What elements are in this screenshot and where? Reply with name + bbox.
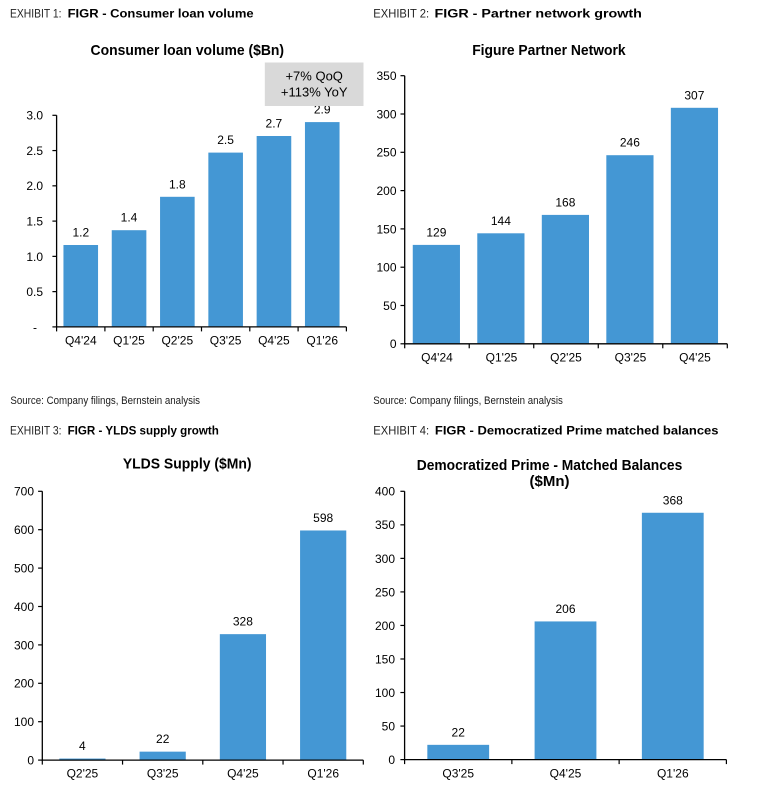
svg-text:350: 350 [375, 518, 395, 532]
svg-text:144: 144 [491, 214, 511, 228]
svg-text:+7% QoQ: +7% QoQ [285, 69, 342, 84]
svg-text:FIGR - Democratized Prime matc: FIGR - Democratized Prime matched balanc… [435, 424, 719, 438]
svg-text:1.4: 1.4 [121, 211, 138, 225]
svg-text:0: 0 [388, 753, 395, 767]
svg-text:300: 300 [376, 107, 396, 121]
svg-text:FIGR - Consumer loan volume: FIGR - Consumer loan volume [68, 6, 254, 20]
svg-text:300: 300 [375, 552, 395, 566]
svg-text:1.8: 1.8 [169, 177, 186, 191]
svg-text:200: 200 [375, 619, 395, 633]
svg-text:350: 350 [376, 69, 396, 83]
svg-text:2.5: 2.5 [26, 144, 43, 158]
svg-text:2.0: 2.0 [26, 179, 43, 193]
svg-text:Q3'25: Q3'25 [147, 767, 179, 781]
svg-text:Q1'25: Q1'25 [486, 350, 518, 364]
svg-text:200: 200 [14, 677, 34, 691]
svg-text:22: 22 [156, 732, 170, 746]
svg-text:Q4'24: Q4'24 [421, 350, 453, 364]
svg-text:300: 300 [14, 638, 34, 652]
svg-text:+113% YoY: +113% YoY [281, 85, 348, 100]
svg-text:EXHIBIT 2:: EXHIBIT 2: [373, 6, 429, 20]
svg-text:Democratized Prime - Matched B: Democratized Prime - Matched Balances [417, 457, 683, 474]
svg-text:1.5: 1.5 [26, 215, 43, 229]
svg-text:Q1'26: Q1'26 [306, 333, 338, 347]
svg-text:Q2'25: Q2'25 [550, 350, 582, 364]
svg-text:($Mn): ($Mn) [530, 473, 570, 490]
svg-text:250: 250 [376, 146, 396, 160]
svg-text:100: 100 [375, 686, 395, 700]
svg-text:2.9: 2.9 [314, 103, 331, 117]
svg-text:Q1'26: Q1'26 [307, 767, 339, 781]
svg-text:50: 50 [383, 299, 397, 313]
svg-text:Q1'25: Q1'25 [113, 333, 145, 347]
svg-text:100: 100 [376, 261, 396, 275]
svg-text:168: 168 [555, 195, 575, 209]
svg-text:50: 50 [382, 720, 396, 734]
svg-text:100: 100 [14, 715, 34, 729]
svg-text:2.7: 2.7 [266, 117, 283, 131]
svg-text:EXHIBIT 3:: EXHIBIT 3: [10, 424, 62, 438]
svg-text:Q1'26: Q1'26 [657, 767, 689, 781]
svg-text:400: 400 [375, 485, 395, 499]
svg-text:700: 700 [14, 485, 34, 499]
svg-text:YLDS Supply ($Mn): YLDS Supply ($Mn) [123, 456, 252, 473]
svg-text:Consumer loan volume ($Bn): Consumer loan volume ($Bn) [91, 42, 285, 59]
svg-text:Figure Partner Network: Figure Partner Network [472, 42, 626, 59]
svg-text:22: 22 [452, 725, 466, 739]
svg-text:600: 600 [14, 523, 34, 537]
svg-text:328: 328 [233, 615, 253, 629]
svg-text:Q2'25: Q2'25 [67, 767, 99, 781]
svg-text:598: 598 [313, 511, 333, 525]
svg-text:Q4'24: Q4'24 [65, 333, 97, 347]
svg-text:368: 368 [663, 493, 683, 507]
svg-text:Q2'25: Q2'25 [161, 333, 193, 347]
svg-text:1.2: 1.2 [72, 226, 89, 240]
svg-text:FIGR - Partner network growth: FIGR - Partner network growth [435, 6, 642, 20]
svg-text:-: - [33, 320, 37, 334]
svg-text:0: 0 [27, 754, 34, 768]
svg-text:4: 4 [79, 739, 86, 753]
svg-text:0.5: 0.5 [26, 285, 43, 299]
svg-text:2.5: 2.5 [217, 133, 234, 147]
svg-text:500: 500 [14, 562, 34, 576]
svg-text:Source: Company filings, Berns: Source: Company filings, Bernstein analy… [10, 395, 200, 407]
svg-text:Q4'25: Q4'25 [679, 350, 711, 364]
svg-text:246: 246 [620, 136, 640, 150]
svg-text:3.0: 3.0 [26, 109, 43, 123]
svg-text:0: 0 [390, 337, 397, 351]
svg-text:Q3'25: Q3'25 [210, 333, 242, 347]
svg-text:250: 250 [375, 585, 395, 599]
svg-text:150: 150 [376, 222, 396, 236]
svg-text:150: 150 [375, 652, 395, 666]
svg-text:Q4'25: Q4'25 [550, 767, 582, 781]
svg-text:Q3'25: Q3'25 [615, 350, 647, 364]
svg-text:Q4'25: Q4'25 [227, 767, 259, 781]
svg-text:Q4'25: Q4'25 [258, 333, 290, 347]
svg-text:1.0: 1.0 [26, 250, 43, 264]
svg-text:Q3'25: Q3'25 [442, 767, 474, 781]
svg-text:400: 400 [14, 600, 34, 614]
svg-text:FIGR - YLDS supply growth: FIGR - YLDS supply growth [68, 424, 219, 438]
svg-text:200: 200 [376, 184, 396, 198]
svg-text:307: 307 [684, 88, 704, 102]
svg-text:206: 206 [555, 602, 575, 616]
svg-text:129: 129 [426, 225, 446, 239]
svg-text:EXHIBIT 1:: EXHIBIT 1: [10, 6, 62, 20]
svg-text:EXHIBIT 4:: EXHIBIT 4: [373, 424, 429, 438]
svg-text:Source: Company filings, Berns: Source: Company filings, Bernstein analy… [373, 395, 563, 407]
